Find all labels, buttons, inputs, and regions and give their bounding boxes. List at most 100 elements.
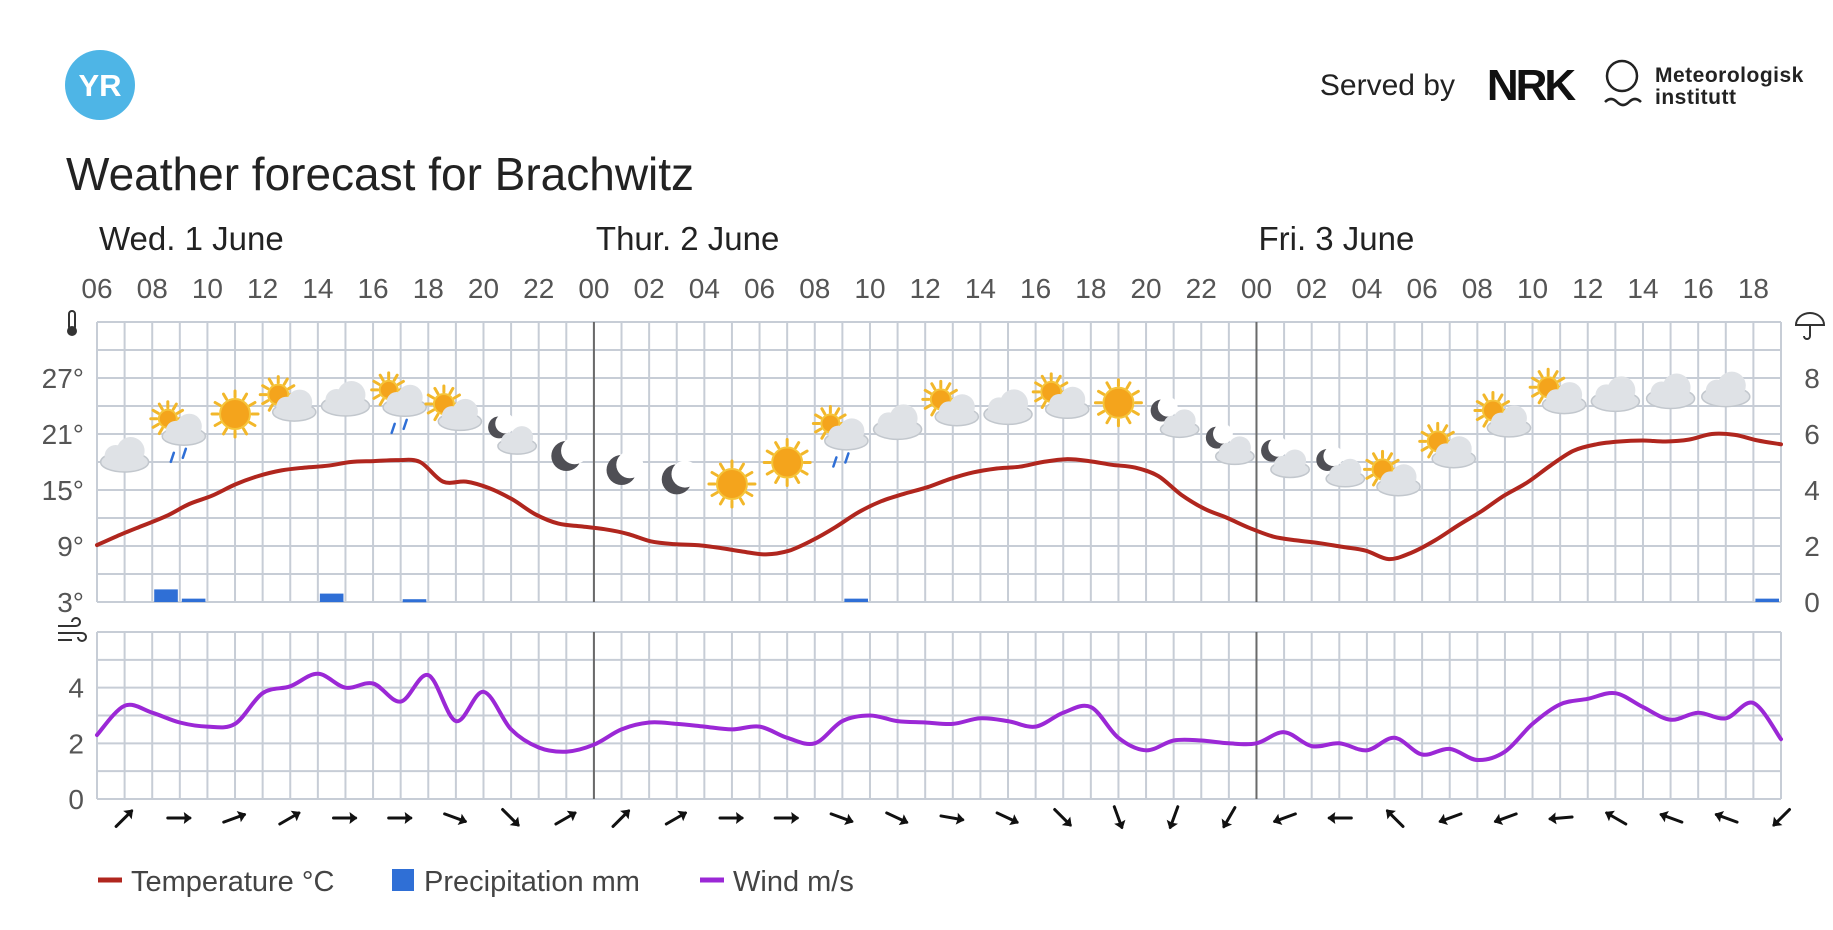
hour-label: 04 bbox=[689, 273, 720, 304]
wind-arrow-icon bbox=[1385, 809, 1405, 828]
weather-symbol-cloud-icon bbox=[1701, 371, 1751, 408]
day-label: Fri. 3 June bbox=[1258, 220, 1414, 257]
yr-logo-text: YR bbox=[78, 68, 121, 103]
wind-arrow-icon bbox=[939, 812, 965, 825]
wind-arrow-icon bbox=[829, 812, 854, 826]
hour-label: 20 bbox=[1130, 273, 1161, 304]
wind-arrow-icon bbox=[1493, 812, 1518, 826]
legend-precipitation: Precipitation mm bbox=[424, 866, 640, 898]
day-label: Wed. 1 June bbox=[99, 220, 284, 257]
precipitation-ticks: 0 2 4 6 8 bbox=[1804, 363, 1820, 618]
hour-label: 08 bbox=[799, 273, 830, 304]
legend-precipitation-swatch bbox=[392, 869, 414, 891]
wind-arrow-icon bbox=[885, 811, 909, 826]
hour-label: 08 bbox=[137, 273, 168, 304]
weather-symbol-moon-icon bbox=[661, 460, 699, 495]
hour-label: 12 bbox=[910, 273, 941, 304]
wind-arrow-icon bbox=[501, 808, 520, 827]
weather-symbol-sun-cloud-icon bbox=[424, 384, 483, 432]
hour-label: 18 bbox=[413, 273, 444, 304]
umbrella-icon bbox=[1794, 312, 1826, 340]
hour-label: 00 bbox=[578, 273, 609, 304]
met-logo[interactable]: Meteorologisk institutt bbox=[1604, 59, 1804, 109]
day-label: Thur. 2 June bbox=[596, 220, 779, 257]
precipitation-tick: 0 bbox=[1804, 587, 1820, 618]
precipitation-bar bbox=[1755, 598, 1779, 602]
weather-symbols bbox=[99, 367, 1751, 509]
wind-ticks: 0 2 4 bbox=[68, 673, 84, 815]
wind-direction-arrows bbox=[114, 805, 1791, 830]
precipitation-bars bbox=[154, 589, 1779, 603]
hour-label: 22 bbox=[1186, 273, 1217, 304]
precipitation-bar bbox=[844, 598, 868, 602]
hour-label: 06 bbox=[1407, 273, 1438, 304]
nrk-logo[interactable]: NRK bbox=[1487, 61, 1580, 110]
weather-symbol-sun-cloud-icon bbox=[1418, 421, 1477, 469]
wind-arrow-icon bbox=[1605, 810, 1628, 826]
hour-label: 18 bbox=[1075, 273, 1106, 304]
precipitation-bar bbox=[319, 593, 344, 602]
hour-label: 02 bbox=[634, 273, 665, 304]
weather-symbol-moon-icon bbox=[551, 437, 589, 471]
met-name-line2: institutt bbox=[1655, 86, 1736, 109]
temperature-tick: 3° bbox=[57, 587, 84, 618]
legend: Temperature °C Precipitation mm Wind m/s bbox=[98, 866, 854, 898]
wind-arrow-icon bbox=[114, 809, 134, 828]
weather-symbol-sun-cloud-icon bbox=[1528, 367, 1587, 415]
wind-arrow-icon bbox=[773, 812, 800, 824]
hour-label: 04 bbox=[1351, 273, 1382, 304]
precipitation-bar bbox=[181, 598, 206, 602]
hour-label: 16 bbox=[1683, 273, 1714, 304]
yr-logo[interactable]: YR bbox=[65, 50, 135, 120]
wind-line bbox=[95, 671, 1783, 763]
wind-arrow-icon bbox=[278, 810, 301, 826]
weather-symbol-sun-cloud-icon bbox=[258, 375, 317, 422]
hour-labels: 06 08 10 12 14 16 18 20 22 00 02 04 06 08 10 12 14 16 18 20… bbox=[81, 273, 1769, 304]
weather-symbol-moon-cloud-icon bbox=[1205, 423, 1255, 466]
hour-label: 00 bbox=[1241, 273, 1272, 304]
wind-arrow-icon bbox=[664, 810, 688, 826]
hour-label: 16 bbox=[357, 273, 388, 304]
hour-label: 10 bbox=[192, 273, 223, 304]
weather-symbol-cloud-icon bbox=[983, 389, 1033, 426]
wind-arrow-icon bbox=[1772, 808, 1791, 827]
weather-symbol-sun-cloud-icon bbox=[1363, 449, 1421, 497]
hour-label: 16 bbox=[1020, 273, 1051, 304]
hour-label: 18 bbox=[1738, 273, 1769, 304]
wind-tick: 4 bbox=[68, 673, 84, 704]
weather-symbol-sun-icon bbox=[707, 459, 757, 509]
weather-symbol-moon-icon bbox=[606, 451, 644, 485]
precipitation-tick: 6 bbox=[1804, 419, 1820, 450]
weather-symbol-sun-cloud-rain-icon bbox=[811, 404, 869, 468]
wind-arrow-icon bbox=[1659, 810, 1684, 824]
legend-wind: Wind m/s bbox=[733, 866, 854, 898]
hour-label: 08 bbox=[1462, 273, 1493, 304]
weather-symbol-cloud-icon bbox=[99, 437, 150, 473]
weather-symbol-sun-cloud-rain-icon bbox=[370, 371, 428, 435]
wind-arrow-icon bbox=[387, 812, 413, 824]
temperature-tick: 15° bbox=[42, 475, 84, 506]
precipitation-tick: 2 bbox=[1804, 531, 1820, 562]
weather-symbol-moon-cloud-icon bbox=[1150, 396, 1200, 439]
met-logo-wave-icon bbox=[1604, 97, 1642, 107]
wind-arrow-icon bbox=[1327, 812, 1353, 824]
wind-arrow-icon bbox=[1166, 805, 1180, 830]
wind-grid bbox=[96, 631, 1782, 800]
weather-symbol-moon-cloud-icon bbox=[1316, 446, 1366, 488]
wind-arrow-icon bbox=[1438, 812, 1463, 826]
hour-label: 22 bbox=[523, 273, 554, 304]
met-logo-sun-icon bbox=[1605, 59, 1639, 93]
weather-symbol-sun-cloud-icon bbox=[1473, 391, 1532, 438]
temperature-tick: 21° bbox=[42, 419, 84, 450]
weather-symbol-sun-icon bbox=[1093, 378, 1143, 428]
wind-icon bbox=[58, 617, 87, 642]
weather-symbol-cloud-icon bbox=[1590, 376, 1641, 413]
wind-arrow-icon bbox=[611, 809, 631, 828]
weather-symbol-sun-icon bbox=[762, 438, 812, 488]
wind-arrow-icon bbox=[1548, 812, 1574, 825]
wind-arrow-icon bbox=[1221, 806, 1237, 829]
precipitation-bar bbox=[402, 599, 427, 603]
wind-arrow-icon bbox=[718, 812, 744, 824]
temperature-tick: 27° bbox=[42, 363, 84, 394]
wind-arrow-icon bbox=[222, 810, 247, 824]
